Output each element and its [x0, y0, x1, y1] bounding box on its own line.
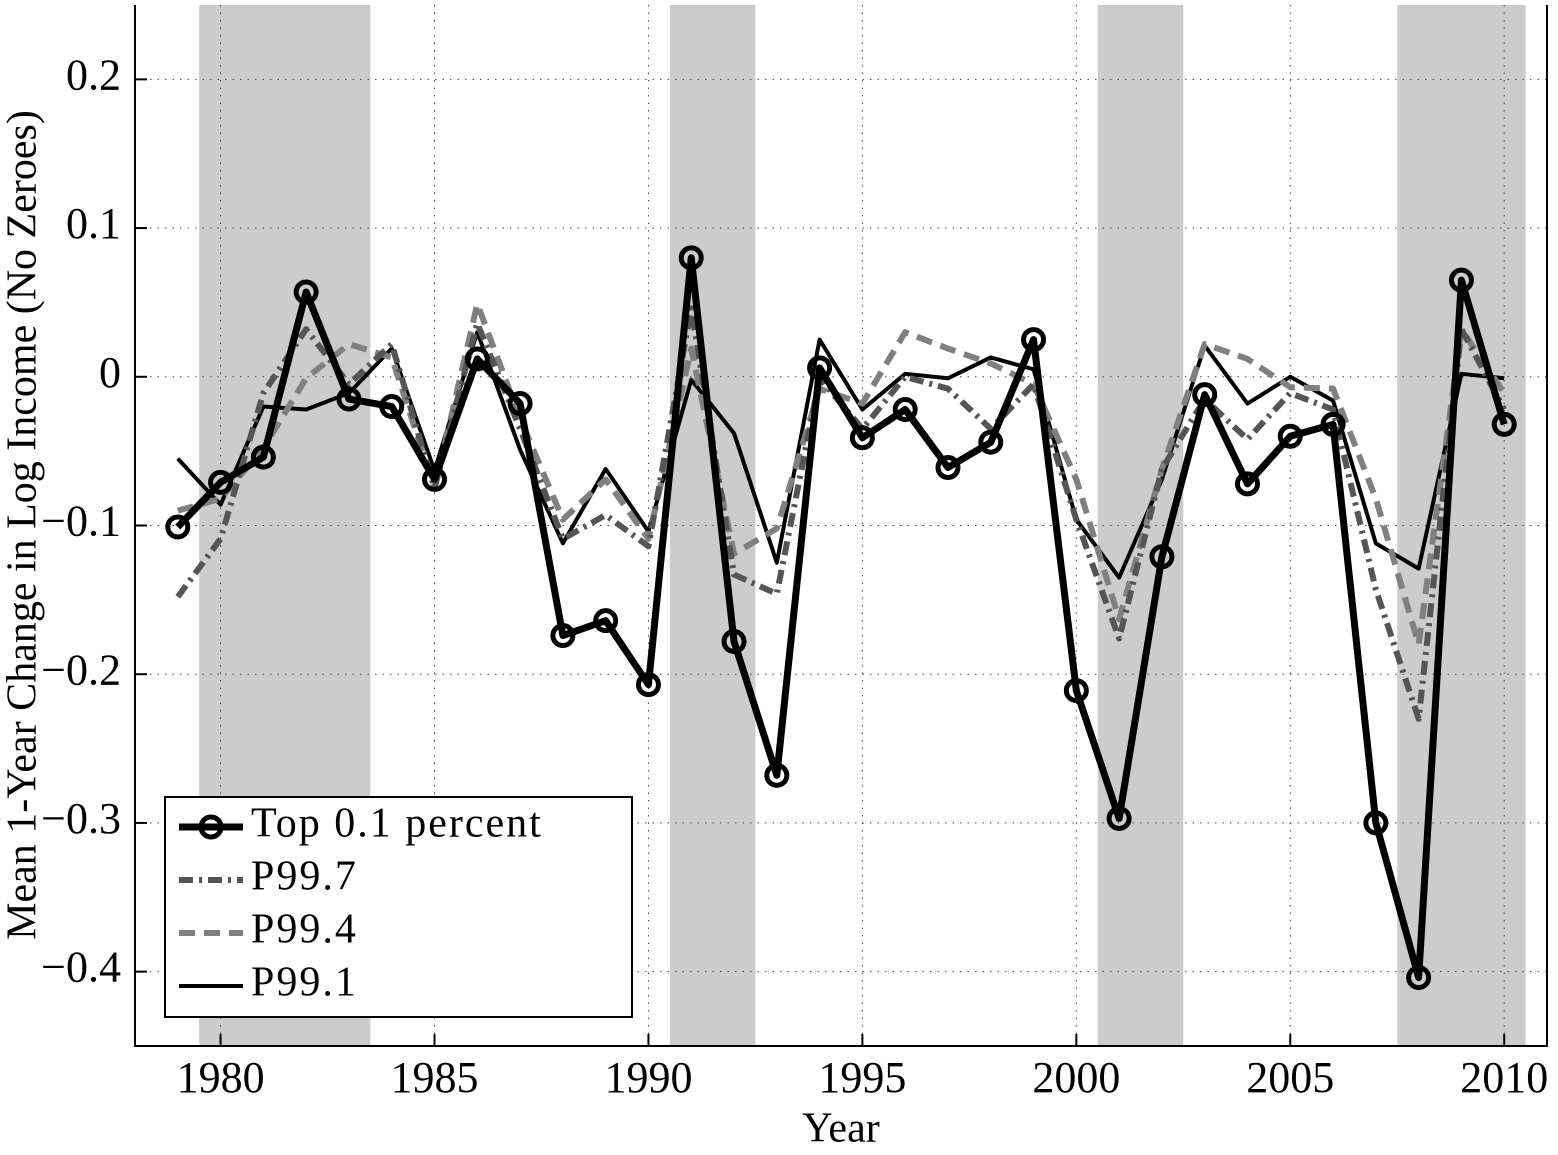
x-tick-label: 2000 [1032, 1053, 1120, 1102]
data-point [1448, 267, 1474, 293]
series-line [175, 305, 1507, 722]
data-point [1021, 327, 1047, 353]
data-point [336, 386, 362, 412]
data-point [250, 444, 276, 470]
x-tick-label: 2010 [1460, 1053, 1548, 1102]
data-point [1277, 423, 1303, 449]
data-point [1320, 411, 1346, 437]
y-axis-label: Mean 1-Year Change in Log Income (No Zer… [0, 110, 46, 940]
data-point [892, 397, 918, 423]
data-point [464, 346, 490, 372]
data-point [678, 245, 704, 271]
x-tick-label: 1995 [818, 1053, 906, 1102]
data-point [721, 628, 747, 654]
series-line [176, 330, 1505, 580]
data-point [1491, 411, 1517, 437]
axes [134, 5, 1548, 1047]
x-tick-label: 1985 [391, 1053, 479, 1102]
data-point [764, 762, 790, 788]
x-axis-label: Year [802, 1106, 879, 1152]
data-point [293, 279, 319, 305]
data-point [379, 394, 405, 420]
data-point [1234, 471, 1260, 497]
data-point [165, 514, 191, 540]
legend-box [164, 796, 633, 1018]
data-point [507, 391, 533, 417]
x-tick-label: 1990 [604, 1053, 692, 1102]
data-point [1063, 678, 1089, 704]
y-tick-label: 0 [99, 348, 121, 397]
data-point [1363, 810, 1389, 836]
data-point [593, 608, 619, 634]
recession-shade [1397, 5, 1526, 1046]
legend-text: P99.7 [251, 854, 358, 900]
legend: Top 0.1 percent P99.7 P99.4 P99.1 [164, 796, 633, 1018]
data-point [935, 455, 961, 481]
x-tick-label: 1980 [177, 1053, 265, 1102]
data-point [978, 429, 1004, 455]
data-point [208, 469, 234, 495]
data-point [807, 355, 833, 381]
y-tick-label: −0.4 [41, 943, 121, 992]
y-tick-label: −0.1 [41, 497, 121, 546]
data-point [1149, 544, 1175, 570]
x-tick-label: 2005 [1246, 1053, 1334, 1102]
data-point [1192, 382, 1218, 408]
data-point [550, 623, 576, 649]
data-point [1406, 965, 1432, 991]
legend-marker [198, 814, 224, 840]
legend-text: Top 0.1 percent [251, 801, 543, 847]
y-tick-label: 0.2 [66, 50, 121, 99]
data-point [849, 425, 875, 451]
y-tick-label: −0.3 [41, 794, 121, 843]
y-tick-label: −0.2 [41, 645, 121, 694]
y-tick-label: 0.1 [66, 199, 121, 248]
data-point [635, 672, 661, 698]
legend-text: P99.4 [251, 907, 358, 953]
data-point [422, 466, 448, 492]
data-point [1106, 805, 1132, 831]
legend-text: P99.1 [251, 960, 358, 1006]
